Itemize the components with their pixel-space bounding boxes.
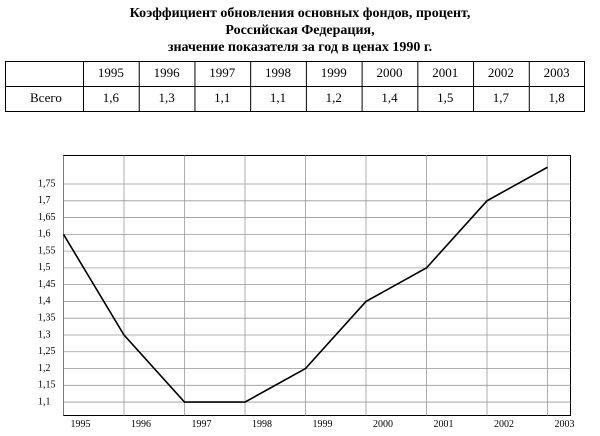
title-line: значение показателя за год в ценах 1990 …	[168, 40, 432, 55]
table-cell: 1,2	[326, 90, 342, 105]
y-tick-label: 1,25	[38, 346, 56, 357]
table-header: 1996	[154, 65, 181, 80]
y-tick-label: 1,5	[38, 262, 51, 273]
table-header: 1995	[98, 65, 124, 80]
table-cell: 1,1	[214, 90, 230, 105]
y-tick-label: 1,65	[38, 212, 56, 223]
x-tick-label: 2001	[434, 419, 454, 430]
y-tick-label: 1,2	[38, 363, 51, 374]
y-tick-label: 1,45	[38, 279, 56, 290]
x-tick-label: 2003	[555, 419, 575, 430]
x-tick-label: 1999	[313, 419, 333, 430]
y-tick-label: 1,35	[38, 313, 56, 324]
table-cell: 1,7	[493, 90, 510, 105]
x-tick-label: 1998	[252, 419, 272, 430]
table-header: 2003	[544, 65, 570, 80]
y-tick-label: 1,1	[38, 396, 51, 407]
y-tick-label: 1,4	[38, 296, 51, 307]
y-tick-label: 1,6	[38, 229, 51, 240]
y-tick-label: 1,3	[38, 329, 51, 340]
y-tick-label: 1,7	[38, 195, 51, 206]
table-header: 2001	[432, 65, 458, 80]
table-cell: 1,6	[103, 90, 120, 105]
table-header: 2000	[376, 65, 402, 80]
row-label: Всего	[30, 90, 62, 105]
x-tick-label: 1997	[192, 419, 212, 430]
title-line: Коэффициент обновления основных фондов, …	[130, 6, 471, 21]
x-tick-label: 1995	[71, 419, 91, 430]
table-cell: 1,4	[381, 90, 398, 105]
table	[5, 61, 585, 112]
table-header: 1999	[321, 65, 347, 80]
table-header: 2002	[488, 65, 514, 80]
y-tick-label: 1,55	[38, 245, 56, 256]
x-tick-label: 2000	[373, 419, 393, 430]
y-tick-label: 1,15	[38, 380, 56, 391]
table-cell: 1,1	[270, 90, 286, 105]
x-tick-label: 2002	[494, 419, 514, 430]
table-header: 1998	[265, 65, 291, 80]
table-header: 1997	[209, 65, 236, 80]
title-line: Российская Федерация,	[225, 23, 374, 38]
y-tick-label: 1,75	[38, 178, 56, 189]
table-cell: 1,5	[437, 90, 453, 105]
plot-frame	[63, 155, 571, 416]
table-cell: 1,3	[158, 90, 174, 105]
table-cell: 1,8	[549, 90, 565, 105]
x-tick-label: 1996	[131, 419, 151, 430]
data-line	[62, 166, 548, 403]
